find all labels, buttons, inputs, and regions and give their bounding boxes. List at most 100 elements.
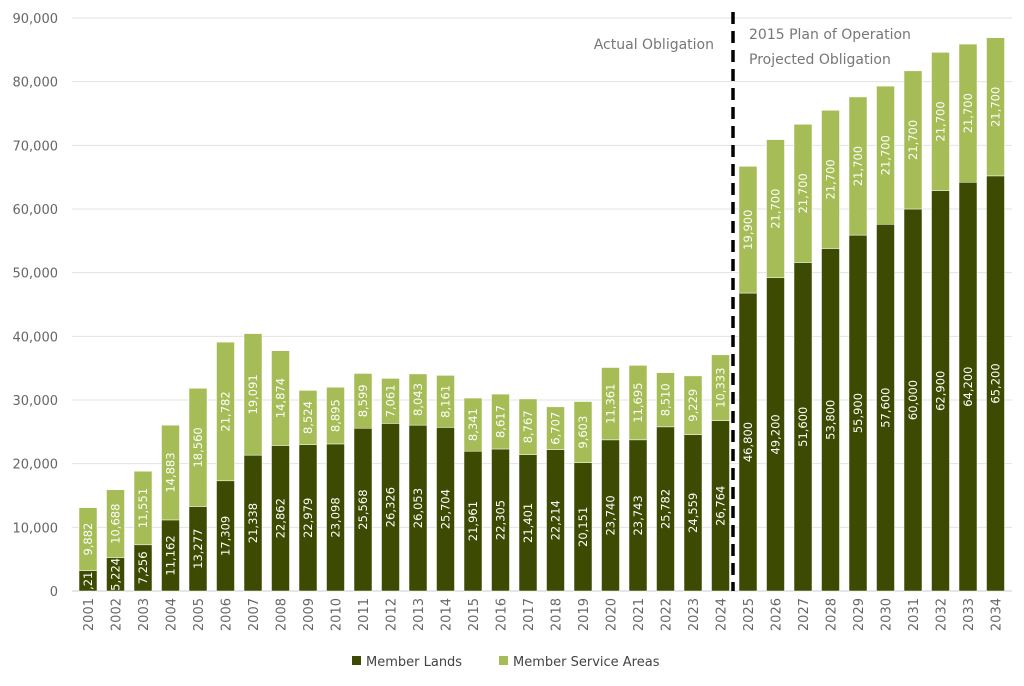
data-label: 8,617 (494, 405, 508, 438)
bar-member-service-areas-2013 (408, 373, 428, 426)
data-label: 21,338 (246, 503, 260, 543)
data-label: 51,600 (796, 407, 810, 447)
bar-member-service-areas-2004 (161, 424, 180, 521)
x-tick-label: 2026 (770, 598, 785, 631)
data-label: 10,688 (109, 504, 123, 544)
bar-member-service-areas-2015 (463, 397, 483, 452)
data-label: 7,256 (136, 551, 150, 584)
data-label: 65,200 (989, 363, 1003, 403)
x-tick-label: 2027 (797, 598, 812, 631)
annotation-projected-obligation: Projected Obligation (749, 52, 891, 68)
bar-member-service-areas-2023 (683, 375, 703, 435)
data-label: 21,700 (906, 120, 920, 160)
data-label: 8,510 (659, 383, 673, 416)
bar-member-service-areas-2031 (903, 70, 923, 210)
x-tick-label: 2011 (357, 598, 372, 631)
x-tick-label: 2017 (522, 598, 537, 631)
data-label: 55,900 (851, 393, 865, 433)
y-tick-label: 10,000 (13, 521, 59, 536)
x-tick-label: 2033 (962, 598, 977, 631)
data-label: 21,700 (989, 87, 1003, 127)
bar-member-service-areas-2028 (821, 110, 840, 249)
bar-member-service-areas-2016 (491, 393, 510, 450)
x-tick-label: 2001 (82, 598, 97, 631)
data-label: 13,277 (191, 529, 205, 569)
data-label: 22,305 (494, 500, 508, 540)
x-tick-label: 2010 (330, 598, 345, 631)
data-label: 21,700 (879, 135, 893, 175)
bar-member-service-areas-2001 (78, 507, 98, 571)
legend-swatch-member-service-areas (499, 656, 508, 665)
data-label: 53,800 (824, 400, 838, 440)
x-tick-label: 2034 (990, 598, 1005, 631)
bar-member-service-areas-2012 (381, 378, 400, 424)
data-label: 22,214 (549, 500, 563, 540)
x-tick-label: 2013 (412, 598, 427, 631)
bar-member-service-areas-2010 (326, 387, 345, 445)
x-tick-label: 2002 (110, 598, 125, 631)
data-label: 21,700 (796, 173, 810, 213)
data-label: 21,700 (824, 159, 838, 199)
bar-member-service-areas-2027 (793, 124, 813, 263)
bar-member-service-areas-2002 (106, 489, 125, 558)
y-tick-label: 30,000 (13, 394, 59, 409)
data-label: 21,401 (521, 503, 535, 543)
bar-member-service-areas-2030 (876, 85, 895, 225)
data-label: 22,979 (301, 498, 315, 538)
x-tick-label: 2021 (632, 598, 647, 631)
data-label: 8,895 (329, 399, 343, 432)
data-label: 9,229 (686, 389, 700, 422)
x-tick-label: 2018 (550, 598, 565, 631)
x-tick-label: 2015 (467, 598, 482, 631)
data-label: 7,061 (384, 384, 398, 417)
data-label: 21,700 (769, 189, 783, 229)
x-tick-label: 2007 (247, 598, 262, 631)
x-tick-label: 2006 (220, 598, 235, 631)
bar-member-service-areas-2032 (931, 52, 950, 191)
legend: Member Lands Member Service Areas (352, 655, 660, 670)
data-label: 11,551 (136, 488, 150, 528)
data-label: 20,151 (576, 507, 590, 547)
y-tick-label: 80,000 (13, 76, 59, 91)
x-tick-label: 2008 (275, 598, 290, 631)
data-label: 23,098 (329, 497, 343, 537)
x-tick-label: 2019 (577, 598, 592, 631)
data-label: 5,224 (109, 558, 123, 591)
data-label: 62,900 (934, 371, 948, 411)
data-label: 6,707 (549, 412, 563, 445)
x-tick-label: 2029 (852, 598, 867, 631)
data-label: 17,309 (219, 516, 233, 556)
data-label: 23,740 (604, 495, 618, 535)
data-label: 46,800 (741, 422, 755, 462)
data-label: 14,883 (164, 452, 178, 492)
data-label: 11,162 (164, 535, 178, 575)
bar-member-service-areas-2003 (133, 471, 153, 546)
data-label: 14,874 (274, 378, 288, 418)
bar-member-service-areas-2025 (738, 166, 758, 294)
x-tick-label: 2030 (880, 598, 895, 631)
data-label: 26,053 (411, 488, 425, 528)
data-label: 21,961 (466, 501, 480, 541)
bar-member-service-areas-2029 (848, 96, 868, 236)
bar-member-service-areas-2026 (766, 139, 785, 279)
data-label: 26,326 (384, 487, 398, 527)
x-tick-label: 2032 (935, 598, 950, 631)
bar-member-service-areas-2007 (243, 333, 263, 456)
data-label: 22,862 (274, 498, 288, 538)
data-label: 19,091 (246, 374, 260, 414)
data-label: 23,743 (631, 495, 645, 535)
bar-member-service-areas-2034 (986, 37, 1005, 177)
x-tick-label: 2016 (495, 598, 510, 631)
data-label: 21,700 (934, 101, 948, 141)
y-tick-label: 70,000 (13, 139, 59, 154)
x-tick-label: 2009 (302, 598, 317, 631)
y-tick-label: 40,000 (13, 330, 59, 345)
data-label: 25,782 (659, 489, 673, 529)
legend-swatch-member-lands (352, 656, 361, 665)
data-label: 25,704 (439, 489, 453, 529)
data-label: 8,767 (521, 410, 535, 443)
y-tick-label: 20,000 (13, 458, 59, 473)
bar-member-service-areas-2019 (573, 401, 593, 463)
data-label: 64,200 (961, 367, 975, 407)
data-label: 49,200 (769, 414, 783, 454)
